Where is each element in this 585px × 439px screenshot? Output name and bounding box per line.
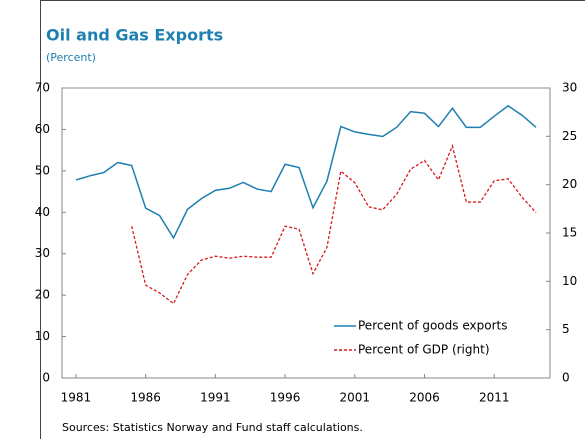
y2-tick-label: 0 [562, 371, 570, 385]
series-line [131, 143, 537, 305]
legend-label: Percent of GDP (right) [358, 343, 490, 357]
x-tick-label: 1991 [200, 391, 231, 405]
y2-tick-label: 25 [562, 129, 577, 143]
y-tick-label: 0 [42, 371, 50, 385]
source-note: Sources: Statistics Norway and Fund staf… [62, 421, 363, 434]
y2-tick-label: 15 [562, 226, 577, 240]
y2-tick-label: 10 [562, 274, 577, 288]
y2-tick-label: 5 [562, 322, 570, 336]
plot-area [61, 87, 551, 379]
frame [40, 0, 585, 439]
legend-label: Percent of goods exports [358, 319, 507, 333]
y-tick-label: 60 [35, 122, 50, 136]
y-tick-label: 20 [35, 288, 50, 302]
y-tick-label: 10 [35, 329, 50, 343]
y-tick-label: 70 [35, 81, 50, 95]
y-tick-label: 30 [35, 246, 50, 260]
series-line [75, 104, 537, 240]
x-tick-label: 2001 [340, 391, 371, 405]
y-tick-label: 50 [35, 163, 50, 177]
x-tick-label: 1996 [270, 391, 301, 405]
y2-tick-label: 30 [562, 81, 577, 95]
x-tick-label: 1981 [61, 391, 92, 405]
x-tick-label: 2006 [409, 391, 440, 405]
chart-title: Oil and Gas Exports [46, 26, 223, 45]
y-tick-label: 40 [35, 205, 50, 219]
x-tick-label: 2011 [479, 391, 510, 405]
chart-subtitle: (Percent) [46, 51, 96, 64]
x-tick-label: 1986 [130, 391, 161, 405]
y2-tick-label: 20 [562, 177, 577, 191]
